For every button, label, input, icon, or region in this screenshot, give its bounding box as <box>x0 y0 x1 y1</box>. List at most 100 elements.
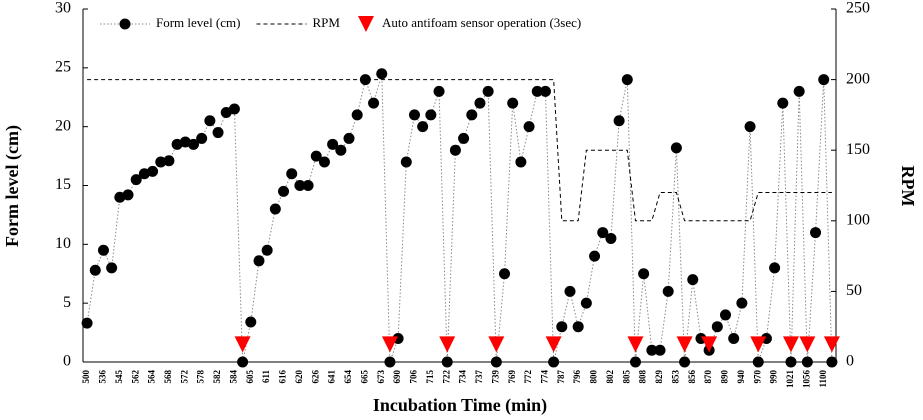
point <box>687 274 699 286</box>
x-tick-label: 605 <box>245 370 255 384</box>
point <box>482 85 494 97</box>
point <box>147 165 159 177</box>
point <box>278 185 290 197</box>
point <box>711 321 723 333</box>
point <box>106 262 118 274</box>
x-tick-label: 990 <box>769 370 779 384</box>
legend-label: Form level (cm) <box>156 15 240 30</box>
point <box>466 109 478 121</box>
x-tick-label: 1021 <box>785 370 795 389</box>
point <box>417 121 429 133</box>
point <box>130 174 142 186</box>
x-tick-label: 802 <box>605 370 615 384</box>
point <box>605 232 617 244</box>
point <box>318 156 330 168</box>
y-axis-label: Form level (cm) <box>2 125 23 247</box>
triangle-marker <box>701 336 718 353</box>
triangle-marker <box>676 336 693 353</box>
x-tick-label: 562 <box>130 370 140 384</box>
point <box>449 144 461 156</box>
triangle-marker <box>799 336 816 353</box>
triangle-marker <box>234 336 251 353</box>
x-tick-label: 769 <box>507 370 517 384</box>
x-tick-label: 500 <box>81 370 91 384</box>
point <box>294 180 306 191</box>
point <box>580 297 592 309</box>
x-tick-label: 774 <box>540 370 550 384</box>
x-tick-label: 564 <box>147 370 157 384</box>
point <box>335 144 347 156</box>
x-tick-label: 545 <box>114 370 124 384</box>
point <box>736 297 748 309</box>
x-tick-label: 772 <box>523 370 533 384</box>
triangle-marker <box>823 336 840 353</box>
point <box>490 356 502 368</box>
point <box>245 316 257 328</box>
x-tick-label: 808 <box>638 370 648 384</box>
triangle-marker <box>545 336 562 353</box>
point <box>212 127 224 139</box>
point <box>187 138 199 150</box>
x-tick-label: 856 <box>687 370 697 384</box>
y-tick-label: 30 <box>55 0 71 17</box>
point <box>728 332 740 344</box>
triangle-marker <box>488 336 505 353</box>
x-tick-label: 620 <box>294 370 304 384</box>
triangle-marker <box>627 336 644 353</box>
y2-tick-label: 250 <box>846 0 870 17</box>
triangle-marker <box>750 336 767 353</box>
point <box>670 142 682 154</box>
point <box>589 250 601 262</box>
series-line <box>86 73 833 363</box>
point <box>662 285 674 297</box>
point <box>548 356 560 368</box>
point <box>368 97 380 109</box>
x-tick-label: 578 <box>196 370 206 384</box>
point <box>441 356 453 368</box>
y-tick-label: 5 <box>63 294 71 311</box>
point <box>155 156 167 168</box>
point <box>818 74 830 86</box>
point <box>515 156 527 168</box>
point <box>351 109 363 121</box>
point <box>327 138 339 150</box>
x-tick-label: 611 <box>261 370 271 384</box>
y2-axis-label: RPM <box>898 166 918 207</box>
x-tick-label: 626 <box>310 370 320 384</box>
x-tick-label: 853 <box>670 370 680 384</box>
point <box>646 344 658 356</box>
point <box>89 264 101 276</box>
x-tick-label: 665 <box>359 370 369 384</box>
y2-tick-label: 50 <box>846 282 862 299</box>
x-tick-label: 787 <box>556 370 566 384</box>
point <box>433 85 445 97</box>
y2-tick-label: 150 <box>846 141 870 158</box>
point <box>302 180 314 191</box>
point <box>286 168 298 180</box>
x-tick-label: 970 <box>752 370 762 384</box>
x-tick-label: 568 <box>163 370 173 384</box>
triangle-marker <box>381 336 398 353</box>
x-tick-label: 582 <box>212 370 222 384</box>
point <box>572 321 584 333</box>
point <box>237 356 249 368</box>
point <box>228 103 240 115</box>
point <box>343 132 355 144</box>
y2-tick-label: 200 <box>846 70 870 87</box>
point <box>769 262 781 274</box>
point <box>408 109 420 121</box>
point <box>458 132 470 144</box>
point <box>253 255 265 267</box>
legend-label: RPM <box>312 15 340 30</box>
y-tick-label: 15 <box>55 176 71 193</box>
point <box>163 155 175 167</box>
x-tick-label: 690 <box>392 370 402 384</box>
x-tick-label: 940 <box>736 370 746 384</box>
y-tick-label: 0 <box>63 353 71 370</box>
point <box>810 227 822 239</box>
point <box>81 317 93 329</box>
point <box>793 85 805 97</box>
y-tick-label: 25 <box>55 59 71 76</box>
point <box>621 74 633 86</box>
